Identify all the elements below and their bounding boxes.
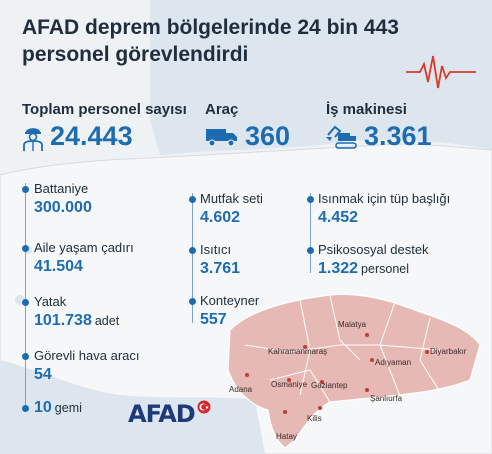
item-label: Görevli hava aracı [34,348,140,363]
turkish-flag-icon [197,400,211,414]
item-label: Yatak [34,294,67,309]
summary-label-machinery: İş makinesi [326,101,407,118]
item-label: Isıtıcı [200,242,232,257]
bullet-dot [307,247,314,254]
item-unit: gemi [54,401,82,415]
column-3-line [310,193,311,273]
city-gaziantep: Gaziantep [311,381,348,390]
worker-icon [23,127,43,151]
item-heaters: Isıtıcı 3.761 [200,242,240,280]
summary-number: 24.443 [50,121,133,151]
item-label: Aile yaşam çadırı [34,240,134,255]
item-beds: Yatak 101.738 adet [34,294,119,332]
city-dot [245,373,249,377]
page-title: AFAD deprem bölgelerinde 24 bin 443 pers… [22,14,442,68]
city-dot [425,350,429,354]
summary-value-vehicles: 360 [205,121,290,152]
bullet-dot [22,186,29,193]
bullet-dot [189,247,196,254]
item-family-tents: Aile yaşam çadırı 41.504 [34,240,134,278]
city-adana: Adana [229,385,253,394]
summary-number: 3.361 [364,121,432,151]
city-dot [370,358,374,362]
title-line-2: personel görevlendirdi [22,43,249,66]
item-value: 3.761 [200,260,241,277]
item-value: 4.452 [318,209,359,226]
item-label: Konteyner [200,293,260,308]
item-psychosocial-support: Psikososyal destek 1.322 personel [318,242,429,280]
summary-label-personnel: Toplam personel sayısı [22,101,187,118]
bullet-dot [22,299,29,306]
item-value: 41.504 [34,258,83,275]
item-kitchen-sets: Mutfak seti 4.602 [200,191,263,229]
bullet-dot [22,353,29,360]
bullet-dot [307,196,314,203]
item-label: Psikososyal destek [318,242,429,257]
item-label: Mutfak seti [200,191,263,206]
item-value: 557 [200,311,227,328]
item-gas-heaters: Isınmak için tüp başlığı 4.452 [318,191,450,229]
column-2-line [192,193,193,323]
afad-logo: AFAD [128,400,211,428]
column-1-line [25,183,26,408]
city-sanliurfa: Şanlıurfa [370,394,403,403]
item-value: 101.738 adet [34,312,120,329]
title-line-1: AFAD deprem bölgelerinde 24 bin 443 [22,16,399,39]
item-value: 1.322 personel [318,260,409,277]
summary-value-personnel: 24.443 [22,121,133,152]
city-dot [303,345,307,349]
city-dot [365,333,369,337]
city-diyarbakir: Diyarbakır [430,347,467,356]
city-hatay: Hatay [276,432,297,441]
bullet-dot [189,196,196,203]
item-aircraft: Görevli hava aracı 54 [34,348,140,386]
item-value: 54 [34,366,52,383]
summary-number: 360 [245,121,291,151]
summary-value-machinery: 3.361 [326,121,432,152]
city-adiyaman: Adıyaman [375,358,412,367]
seismograph-icon [406,55,476,89]
summary-label-vehicles: Araç [205,101,239,118]
item-unit: adet [94,314,120,328]
logo-text: AFAD [128,400,196,428]
city-kahramanmaras: Kahramanmaraş [268,347,328,356]
item-label: Isınmak için tüp başlığı [318,191,451,206]
city-dot [287,378,291,382]
truck-icon [206,128,237,146]
city-dot [365,388,369,392]
bullet-dot [22,405,29,412]
item-ships: 10 gemi [34,397,82,419]
city-malatya: Malatya [338,320,367,329]
item-value: 4.602 [200,209,241,226]
item-value: 10 gemi [34,399,82,416]
item-containers: Konteyner 557 [200,293,259,331]
city-dot [320,380,324,384]
item-blankets: Battaniye 300.000 [34,181,92,219]
city-kilis: Kilis [307,414,322,423]
item-unit: personel [361,262,409,276]
excavator-icon [326,125,357,149]
city-dot [283,410,287,414]
bullet-dot [22,245,29,252]
item-value: 300.000 [34,199,92,216]
city-osmaniye: Osmaniye [271,380,308,389]
city-dot [318,406,322,410]
bullet-dot [189,298,196,305]
item-label: Battaniye [34,181,89,196]
